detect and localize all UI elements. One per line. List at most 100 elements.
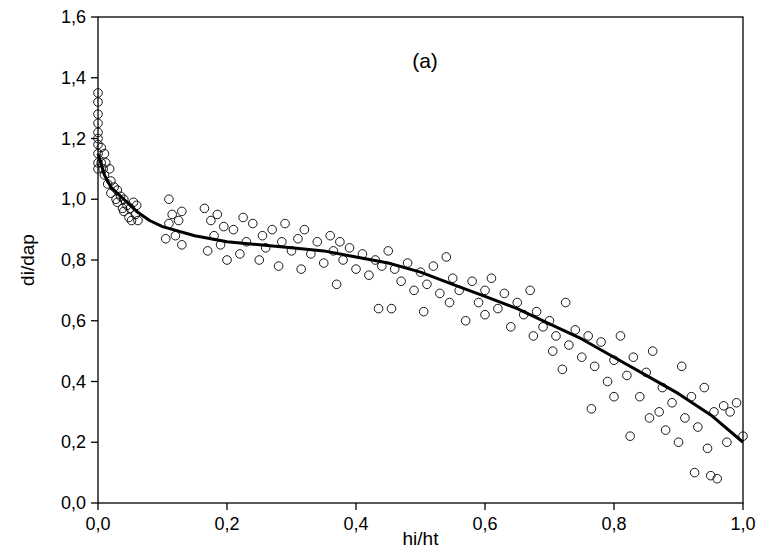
point [397, 277, 406, 286]
point [384, 247, 393, 256]
y-tick [91, 16, 98, 17]
point [278, 237, 287, 246]
x-tick-label: 0,2 [214, 514, 239, 534]
point [419, 307, 428, 316]
point [445, 298, 454, 307]
point [723, 438, 732, 447]
y-tick [91, 381, 98, 382]
point [229, 225, 238, 234]
point [616, 332, 625, 341]
point [597, 338, 606, 347]
point [387, 304, 396, 313]
point [481, 310, 490, 319]
point [236, 250, 245, 259]
point [481, 286, 490, 295]
point [461, 316, 470, 325]
point [694, 423, 703, 432]
point [294, 234, 303, 243]
point [326, 231, 335, 240]
point [374, 304, 383, 313]
point [474, 298, 483, 307]
x-tick-label: 0,6 [472, 514, 497, 534]
point [732, 398, 741, 407]
point [487, 274, 496, 283]
y-tick [91, 138, 98, 139]
point [529, 332, 538, 341]
point [410, 286, 419, 295]
y-tick-label: 0,4 [61, 372, 86, 392]
point [700, 383, 709, 392]
point [429, 262, 438, 271]
point [161, 234, 170, 243]
point [255, 256, 264, 265]
data-group [94, 89, 748, 483]
point [494, 304, 503, 313]
point [94, 110, 103, 119]
point [661, 426, 670, 435]
y-tick-label: 1,0 [61, 189, 86, 209]
point [565, 341, 574, 350]
point [332, 280, 341, 289]
point [258, 231, 267, 240]
point [352, 265, 361, 274]
point [552, 332, 561, 341]
y-tick-label: 1,4 [61, 68, 86, 88]
point [105, 165, 114, 174]
chart: 0,00,20,40,60,81,00,00,20,40,60,81,01,21… [0, 0, 776, 553]
point [655, 408, 664, 417]
x-tick [613, 503, 614, 510]
point [603, 377, 612, 386]
y-tick-label: 0,2 [61, 432, 86, 452]
y-tick [91, 77, 98, 78]
point [590, 362, 599, 371]
point [436, 289, 445, 298]
point [677, 362, 686, 371]
point [587, 405, 596, 414]
point [281, 219, 290, 228]
point [94, 119, 103, 128]
x-tick-label: 1,0 [730, 514, 755, 534]
point [268, 225, 277, 234]
point [171, 231, 180, 240]
point [100, 149, 109, 158]
point [577, 353, 586, 362]
x-tick-label: 0,8 [601, 514, 626, 534]
x-tick-label: 0,0 [85, 514, 110, 534]
point [513, 298, 522, 307]
y-tick [91, 502, 98, 503]
y-tick [91, 320, 98, 321]
point [584, 332, 593, 341]
point [403, 259, 412, 268]
point [548, 347, 557, 356]
x-tick [484, 503, 485, 510]
point [239, 213, 248, 222]
point [674, 438, 683, 447]
point [703, 444, 712, 453]
y-tick-label: 1,2 [61, 129, 86, 149]
point [365, 271, 374, 280]
point [178, 241, 187, 250]
y-tick-label: 0,6 [61, 311, 86, 331]
point [629, 353, 638, 362]
y-axis-label: di/dap [17, 234, 38, 286]
y-tick-label: 1,6 [61, 7, 86, 27]
point [442, 253, 451, 262]
point [681, 414, 690, 423]
y-tick [91, 259, 98, 260]
point [636, 392, 645, 401]
point [274, 262, 283, 271]
point [94, 98, 103, 107]
point [561, 298, 570, 307]
point [648, 347, 657, 356]
point [623, 371, 632, 380]
point [423, 280, 432, 289]
x-tick-label: 0,4 [343, 514, 368, 534]
x-tick [97, 503, 98, 510]
point [200, 204, 209, 213]
point [134, 216, 143, 225]
point [690, 468, 699, 477]
annotation: (a) [412, 49, 438, 72]
point [500, 289, 509, 298]
point [645, 414, 654, 423]
point [300, 225, 309, 234]
